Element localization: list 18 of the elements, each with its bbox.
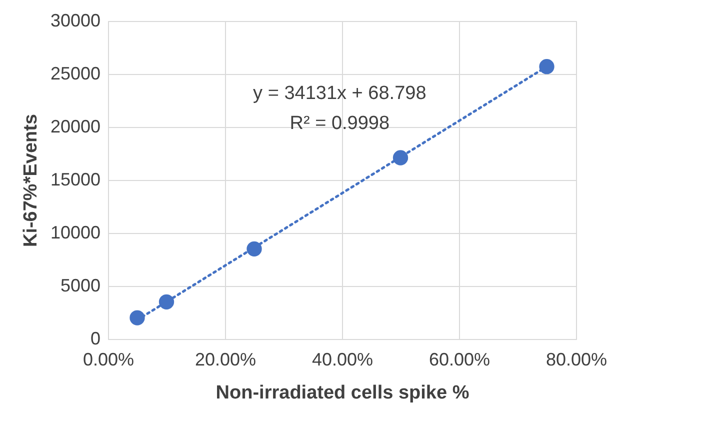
x-tick-label: 40.00% xyxy=(312,350,374,370)
y-tick-label: 15000 xyxy=(50,170,100,190)
y-tick-label: 10000 xyxy=(50,222,100,242)
annotation: y = 34131x + 68.798 xyxy=(253,83,426,104)
annotation: R² = 0.9998 xyxy=(290,113,390,134)
x-tick-label: 20.00% xyxy=(194,350,256,370)
x-tick-label: 80.00% xyxy=(546,350,608,370)
y-tick-label: 20000 xyxy=(50,116,100,136)
y-tick-label: 0 xyxy=(90,328,100,348)
x-tick-label: 60.00% xyxy=(428,350,490,370)
y-axis-title: Ki-67%*Events xyxy=(20,114,42,248)
x-axis-title: Non-irradiated cells spike % xyxy=(216,382,470,404)
x-tick-label: 0.00% xyxy=(82,350,134,370)
y-tick-label: 30000 xyxy=(50,10,100,30)
y-tick-label: 5000 xyxy=(60,276,100,296)
point xyxy=(539,59,554,74)
point xyxy=(130,310,145,326)
y-tick-label: 25000 xyxy=(50,64,100,84)
